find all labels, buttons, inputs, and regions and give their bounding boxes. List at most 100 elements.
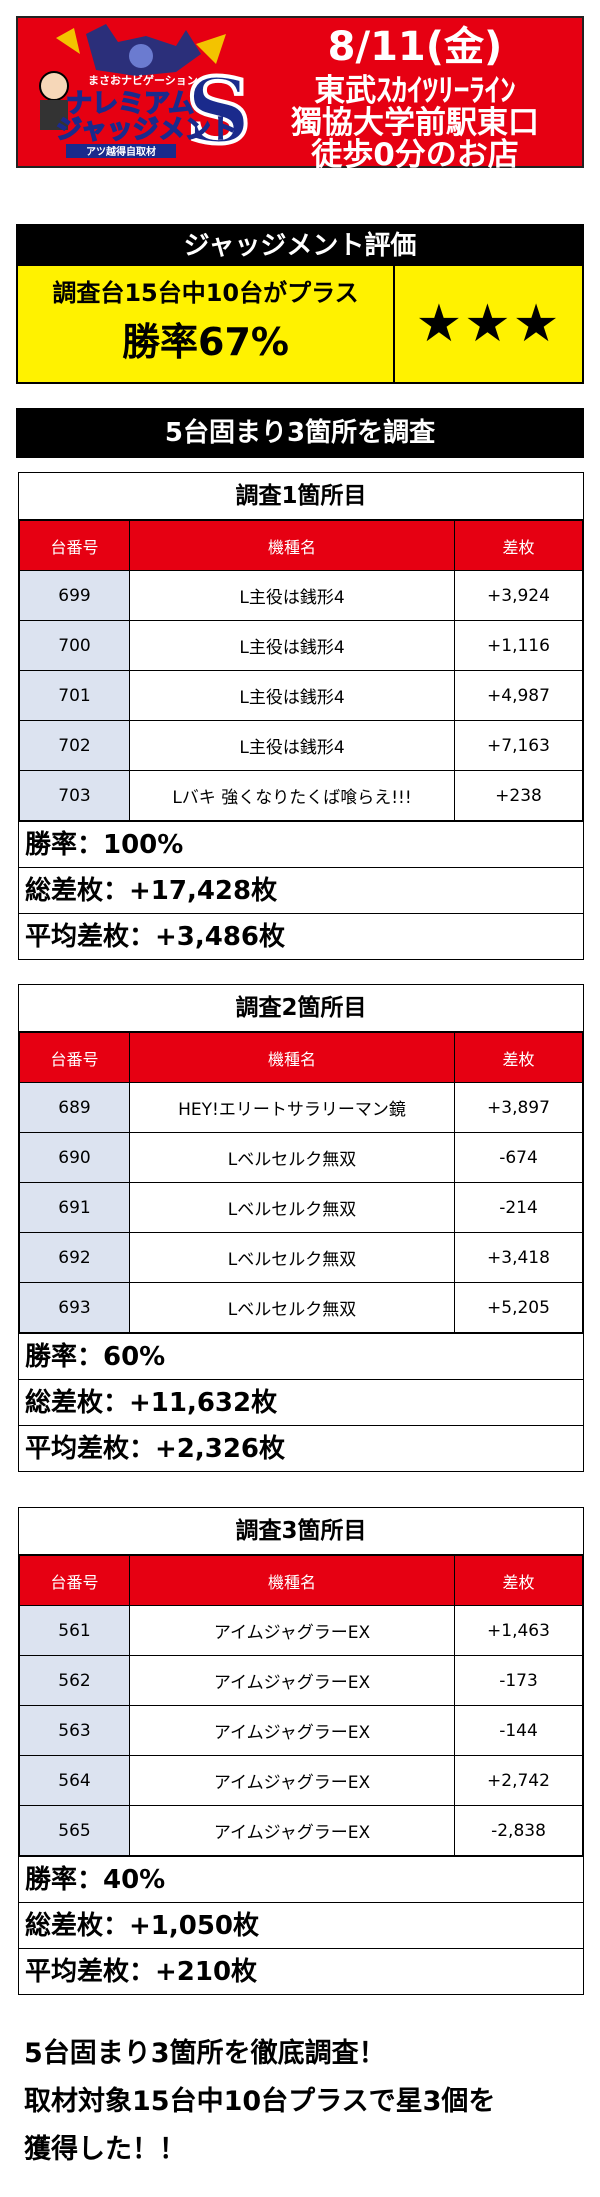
- logo-tag-text: アツ越得自取材: [86, 145, 156, 158]
- machine-name: Lベルセルク無双: [129, 1282, 455, 1333]
- survey-table: 台番号 機種名 差枚 689 HEY!エリートサラリーマン鏡 +3,897 690 L…: [19, 1032, 583, 1333]
- column-header-diff: 差枚: [454, 1555, 583, 1606]
- machine-name: アイムジャグラーEX: [129, 1705, 455, 1756]
- diff-value: +7,163: [454, 720, 583, 771]
- machine-name: Lベルセルク無双: [129, 1182, 455, 1233]
- diff-value: -214: [454, 1182, 583, 1233]
- header-banner: S まさおナビゲーション ナレミアム ジャッジメント アツ越得自取材 8/11(…: [16, 16, 584, 172]
- machine-name: アイムジャグラーEX: [129, 1755, 455, 1806]
- machine-no: 692: [19, 1232, 130, 1283]
- diff-value: +3,924: [454, 570, 583, 621]
- diff-value: -144: [454, 1705, 583, 1756]
- machine-name: Lバキ 強くなりたくば喰らえ!!!: [129, 770, 455, 821]
- table-row: 561 アイムジャグラーEX +1,463: [19, 1605, 583, 1656]
- machine-name: L主役は銭形4: [129, 670, 455, 721]
- column-header-machine-no: 台番号: [19, 520, 130, 571]
- machine-no: 564: [19, 1755, 130, 1806]
- table-row: 691 Lベルセルク無双 -214: [19, 1182, 583, 1233]
- machine-no: 565: [19, 1805, 130, 1856]
- footer-line-3: 獲得した！！: [24, 2134, 186, 2165]
- win-rate: 勝率：60%: [19, 1333, 583, 1379]
- event-date: 8/11(金): [327, 24, 503, 70]
- machine-no: 701: [19, 670, 130, 721]
- diff-value: +1,463: [454, 1605, 583, 1656]
- win-rate: 勝率：100%: [19, 821, 583, 867]
- machine-name: Lベルセルク無双: [129, 1132, 455, 1183]
- diff-value: +1,116: [454, 620, 583, 671]
- machine-name: Lベルセルク無双: [129, 1232, 455, 1283]
- diff-value: +238: [454, 770, 583, 821]
- survey-title: 調査2箇所目: [19, 985, 583, 1032]
- diff-value: +5,205: [454, 1282, 583, 1333]
- logo-sub-text: まさおナビゲーション: [88, 73, 198, 87]
- machine-name: L主役は銭形4: [129, 620, 455, 671]
- judgement-title: ジャッジメント評価: [18, 226, 582, 266]
- machine-no: 689: [19, 1082, 130, 1133]
- column-header-diff: 差枚: [454, 1032, 583, 1083]
- svg-text:ジャッジメント: ジャッジメント: [56, 115, 237, 145]
- machine-no: 691: [19, 1182, 130, 1233]
- table-row: 692 Lベルセルク無双 +3,418: [19, 1232, 583, 1283]
- total-diff: 総差枚：+11,632枚: [19, 1379, 583, 1425]
- diff-value: -2,838: [454, 1805, 583, 1856]
- table-header-row: 台番号 機種名 差枚: [19, 1555, 583, 1606]
- machine-name: L主役は銭形4: [129, 570, 455, 621]
- machine-name: HEY!エリートサラリーマン鏡: [129, 1082, 455, 1133]
- table-row: 701 L主役は銭形4 +4,987: [19, 670, 583, 721]
- footer-line-2: 取材対象15台中10台プラスで星3個を: [24, 2086, 496, 2117]
- survey-block-1: 調査1箇所目 台番号 機種名 差枚 699 L主役は銭形4 +3,924 700 L主…: [18, 472, 584, 960]
- column-header-machine-no: 台番号: [19, 1032, 130, 1083]
- machine-name: L主役は銭形4: [129, 720, 455, 771]
- machine-no: 699: [19, 570, 130, 621]
- table-row: 703 Lバキ 強くなりたくば喰らえ!!! +238: [19, 770, 583, 821]
- diff-value: +3,897: [454, 1082, 583, 1133]
- machine-no: 561: [19, 1605, 130, 1656]
- survey-block-3: 調査3箇所目 台番号 機種名 差枚 561 アイムジャグラーEX +1,463 56…: [18, 1507, 584, 1995]
- judgement-win-rate: 勝率67%: [122, 320, 289, 364]
- judgement-summary: 調査台15台中10台がプラス 勝率67%: [18, 266, 395, 382]
- average-diff: 平均差枚：+2,326枚: [19, 1425, 583, 1471]
- table-row: 699 L主役は銭形4 +3,924: [19, 570, 583, 621]
- diff-value: +4,987: [454, 670, 583, 721]
- column-header-machine-name: 機種名: [129, 1555, 455, 1606]
- table-row: 564 アイムジャグラーEX +2,742: [19, 1755, 583, 1806]
- average-diff: 平均差枚：+3,486枚: [19, 913, 583, 959]
- judgement-box: ジャッジメント評価 調査台15台中10台がプラス 勝率67% ★★★: [16, 224, 584, 384]
- survey-table: 台番号 機種名 差枚 699 L主役は銭形4 +3,924 700 L主役は銭形4 +1…: [19, 520, 583, 821]
- survey-table: 台番号 機種名 差枚 561 アイムジャグラーEX +1,463 562 アイムジャグ…: [19, 1555, 583, 1856]
- column-header-diff: 差枚: [454, 520, 583, 571]
- table-row: 702 L主役は銭形4 +7,163: [19, 720, 583, 771]
- machine-no: 562: [19, 1655, 130, 1706]
- machine-no: 702: [19, 720, 130, 771]
- diff-value: +2,742: [454, 1755, 583, 1806]
- total-diff: 総差枚：+1,050枚: [19, 1902, 583, 1948]
- survey-title: 調査1箇所目: [19, 473, 583, 520]
- section-title: 5台固まり3箇所を調査: [16, 408, 584, 458]
- machine-no: 700: [19, 620, 130, 671]
- location-line-2: 獨協大学前駅東口: [291, 105, 539, 141]
- column-header-machine-name: 機種名: [129, 520, 455, 571]
- location-line-1: 東武ｽｶｲﾂﾘｰﾗｲﾝ: [314, 73, 516, 109]
- premium-judgement-logo: S まさおナビゲーション ナレミアム ジャッジメント アツ越得自取材: [26, 24, 248, 160]
- table-header-row: 台番号 機種名 差枚: [19, 520, 583, 571]
- table-row: 693 Lベルセルク無双 +5,205: [19, 1282, 583, 1333]
- table-row: 565 アイムジャグラーEX -2,838: [19, 1805, 583, 1856]
- total-diff: 総差枚：+17,428枚: [19, 867, 583, 913]
- survey-title: 調査3箇所目: [19, 1508, 583, 1555]
- table-row: 562 アイムジャグラーEX -173: [19, 1655, 583, 1706]
- diff-value: -674: [454, 1132, 583, 1183]
- table-header-row: 台番号 機種名 差枚: [19, 1032, 583, 1083]
- star-rating: ★★★: [395, 266, 582, 382]
- footer-line-1: 5台固まり3箇所を徹底調査！: [24, 2038, 386, 2069]
- diff-value: -173: [454, 1655, 583, 1706]
- table-row: 690 Lベルセルク無双 -674: [19, 1132, 583, 1183]
- svg-text:ナレミアム: ナレミアム: [66, 89, 194, 119]
- location-line-3: 徒歩0分のお店: [311, 137, 519, 173]
- table-row: 563 アイムジャグラーEX -144: [19, 1705, 583, 1756]
- svg-text:S: S: [186, 58, 248, 160]
- table-row: 700 L主役は銭形4 +1,116: [19, 620, 583, 671]
- win-rate: 勝率：40%: [19, 1856, 583, 1902]
- column-header-machine-name: 機種名: [129, 1032, 455, 1083]
- diff-value: +3,418: [454, 1232, 583, 1283]
- table-row: 689 HEY!エリートサラリーマン鏡 +3,897: [19, 1082, 583, 1133]
